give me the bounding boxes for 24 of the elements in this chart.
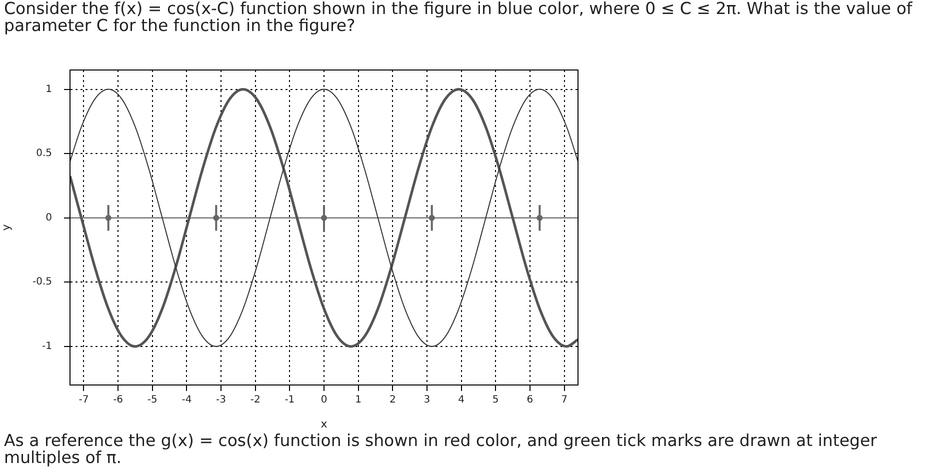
x-tick-label: -5 xyxy=(147,394,158,406)
y-tick-label: -1 xyxy=(42,341,52,352)
y-tick-label: 1 xyxy=(46,84,52,95)
chart-title: Consider the f(x) = cos(x-C) function shown in the figure in blue color, where 0 ≤ C ≤ 2π. What is the value of parameter C for the function in the figure? xyxy=(4,0,914,35)
x-tick-label: 4 xyxy=(458,394,464,406)
x-tick-label: 7 xyxy=(561,394,568,406)
y-tick-label: -0.5 xyxy=(32,276,52,288)
x-tick-label: 3 xyxy=(424,394,430,406)
x-tick-label: 6 xyxy=(526,394,534,406)
y-axis-title: y xyxy=(0,224,12,231)
x-tick-label: -7 xyxy=(78,394,89,406)
x-tick-label: -2 xyxy=(250,394,260,406)
text: As a reference the g(x) = cos(x) function is shown in red color, and green tick marks are drawn at integer multiples of π. xyxy=(4,431,878,467)
x-tick-label: -6 xyxy=(113,394,124,406)
x-tick-label: -3 xyxy=(216,394,226,406)
x-tick-label: -1 xyxy=(284,394,295,406)
x-axis-title: x xyxy=(320,417,328,430)
x-tick-label: 5 xyxy=(492,394,499,406)
y-tick-label: 0 xyxy=(46,212,52,224)
x-tick-label: -4 xyxy=(182,394,192,406)
x-tick-label: 0 xyxy=(320,394,328,406)
y-tick-label: 0.5 xyxy=(36,148,52,160)
x-tick-label: 1 xyxy=(355,394,362,406)
x-tick-label: 2 xyxy=(389,394,396,406)
